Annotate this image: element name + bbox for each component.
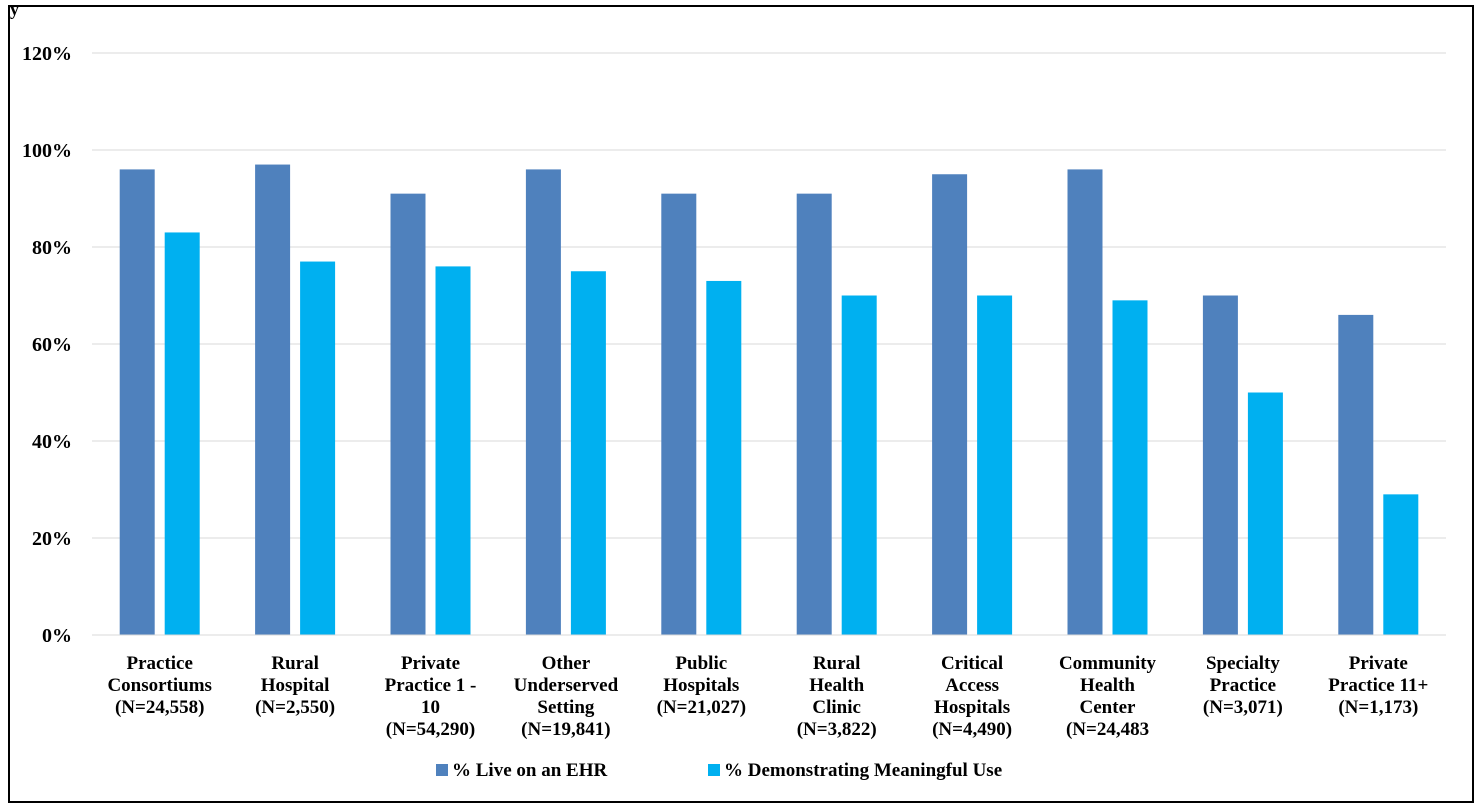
bar-meaningful-use xyxy=(977,295,1013,635)
y-tick-label: 100% xyxy=(22,140,72,162)
chart-frame: y xyxy=(8,0,1474,803)
x-category-label: Private Practice 1 -10 (N=54,290) xyxy=(385,653,477,740)
x-category-label: Rural Hospital (N=2,550) xyxy=(255,653,335,718)
gridlines xyxy=(92,52,1446,636)
bar-meaningful-use xyxy=(706,280,742,635)
y-tick-label: 120% xyxy=(22,43,72,65)
y-tick-label: 80% xyxy=(32,237,72,259)
x-category-label: Private Practice 11+ (N=1,173) xyxy=(1328,653,1428,718)
legend-swatch xyxy=(436,764,448,776)
legend-label: % Demonstrating Meaningful Use xyxy=(724,760,1002,781)
bar-meaningful-use xyxy=(841,295,877,635)
bar-meaningful-use xyxy=(570,271,606,635)
x-category-label: Other Underserved Setting (N=19,841) xyxy=(514,653,619,740)
y-tick-label: 20% xyxy=(32,528,72,550)
bar-live-ehr xyxy=(661,193,697,635)
bar-live-ehr xyxy=(1202,295,1238,635)
bars xyxy=(119,164,1419,636)
legend-label: % Live on an EHR xyxy=(452,760,607,781)
bar-live-ehr xyxy=(525,169,561,635)
y-tick-label: 60% xyxy=(32,334,72,356)
x-category-label: Public Hospitals (N=21,027) xyxy=(657,653,746,718)
bar-live-ehr xyxy=(796,193,832,635)
x-category-label: Practice Consortiums (N=24,558) xyxy=(107,653,212,718)
y-axis: 0% 20% 40% 60% 80% 100% 120% xyxy=(22,43,72,647)
bar-live-ehr xyxy=(390,193,426,635)
x-category-label: Critical Access Hospitals (N=4,490) xyxy=(932,653,1012,740)
bar-live-ehr xyxy=(932,174,968,635)
bar-live-ehr xyxy=(1338,314,1374,635)
x-category-label: Specialty Practice (N=3,071) xyxy=(1203,653,1283,718)
y-tick-label: 0% xyxy=(42,625,72,647)
bar-meaningful-use xyxy=(435,266,471,635)
legend-swatch xyxy=(708,764,720,776)
bar-meaningful-use xyxy=(300,261,336,635)
bar-live-ehr xyxy=(255,164,291,636)
bar-live-ehr xyxy=(1067,169,1103,635)
x-category-label: Rural Health Clinic (N=3,822) xyxy=(797,653,877,740)
legend: % Live on an EHR % Demonstrating Meaningf… xyxy=(436,760,1002,781)
bar-meaningful-use xyxy=(1383,494,1419,635)
bar-live-ehr xyxy=(119,169,155,635)
bar-meaningful-use xyxy=(1247,392,1283,635)
x-category-label: Community Health Center (N=24,483 xyxy=(1059,653,1157,740)
bar-meaningful-use xyxy=(1112,300,1148,635)
y-tick-label: 40% xyxy=(32,431,72,453)
x-axis: Practice Consortiums (N=24,558) Rural Hospit… xyxy=(10,634,1470,753)
bar-meaningful-use xyxy=(164,232,200,635)
cropped-title-fragment: y xyxy=(10,0,19,19)
